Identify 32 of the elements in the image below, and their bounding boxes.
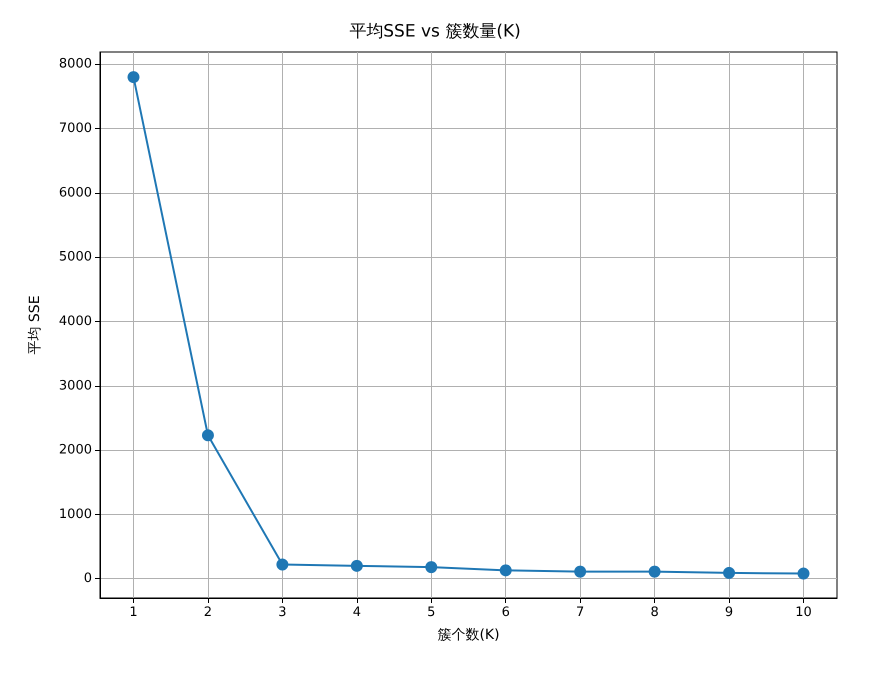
y-tick-label: 4000: [58, 314, 92, 329]
point: [500, 564, 512, 576]
x-tick-label: 4: [352, 605, 361, 620]
x-tick-label: 3: [278, 605, 287, 620]
point: [798, 568, 810, 580]
y-tick-label: 7000: [58, 121, 92, 136]
x-tick-label: 9: [724, 605, 734, 620]
point: [723, 566, 736, 579]
point: [648, 566, 661, 578]
x-tick-label: 8: [650, 605, 659, 620]
point: [276, 558, 288, 571]
y-tick-label: 6000: [58, 185, 92, 200]
x-tick-label: 5: [427, 605, 436, 620]
x-tick-label: 2: [204, 605, 212, 620]
point: [350, 560, 363, 572]
point: [574, 566, 586, 578]
point: [128, 71, 140, 84]
chart-title: 平均SSE vs 簇数量(K): [349, 22, 521, 42]
y-axis-title: 平均 SSE: [27, 295, 43, 355]
x-tick-label: 6: [502, 605, 510, 620]
y-tick-label: 0: [84, 571, 92, 586]
y-tick-label: 8000: [58, 56, 92, 72]
x-axis-title: 簇个数(K): [437, 627, 500, 643]
point: [425, 561, 438, 574]
x-tick-label: 10: [795, 605, 812, 620]
y-tick-label: 1000: [58, 506, 92, 522]
point: [202, 429, 214, 442]
x-tick-label: 7: [576, 605, 584, 620]
y-tick-label: 3000: [58, 378, 92, 394]
y-tick-label: 5000: [58, 250, 92, 265]
y-tick-label: 2000: [58, 442, 92, 458]
x-tick-label: 1: [129, 605, 138, 620]
